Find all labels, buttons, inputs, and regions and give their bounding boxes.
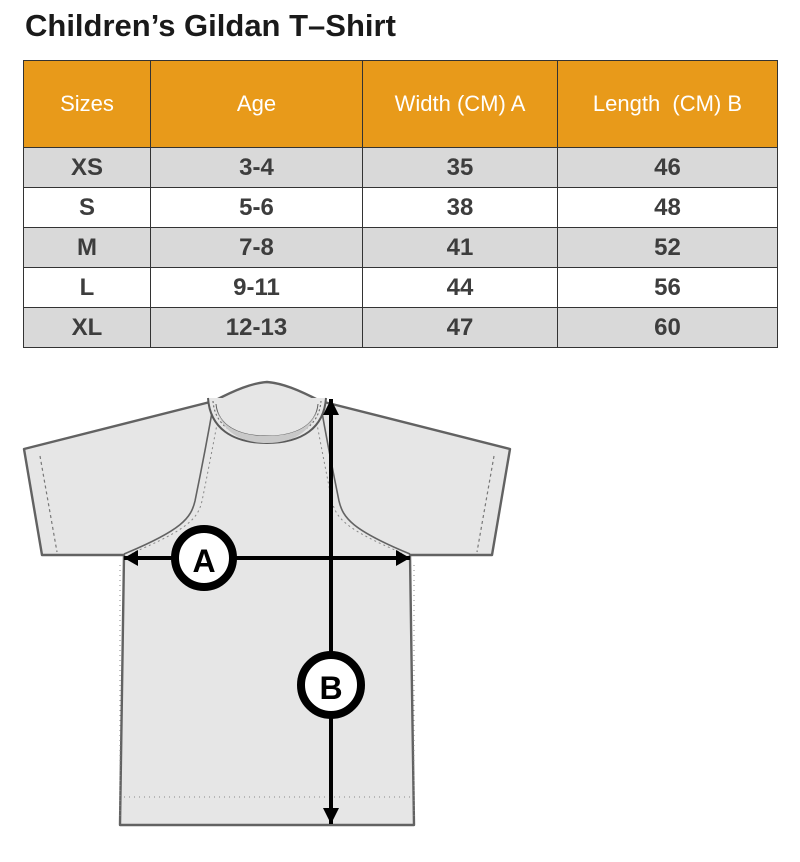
svg-text:B: B	[319, 670, 342, 706]
svg-text:A: A	[192, 543, 215, 579]
